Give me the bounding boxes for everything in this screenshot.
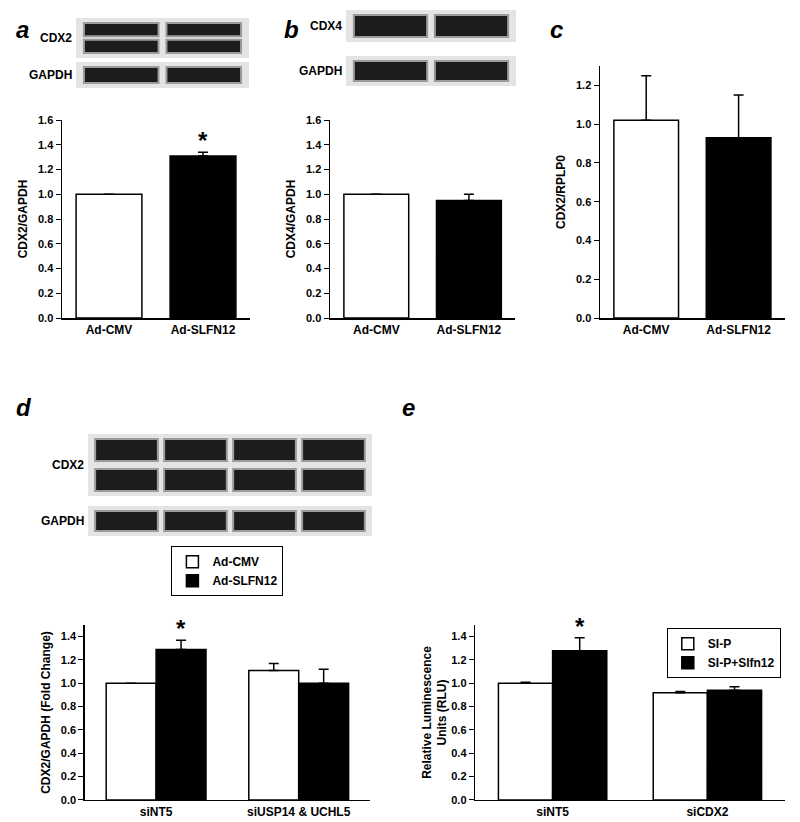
svg-text:0.0: 0.0 [451,794,466,806]
svg-text:1.6: 1.6 [38,114,53,126]
svg-text:1.0: 1.0 [38,188,53,200]
svg-text:0.4: 0.4 [38,262,54,274]
svg-text:CDX4: CDX4 [310,19,342,33]
svg-text:0.0: 0.0 [576,312,591,324]
svg-text:Ad-SLFN12: Ad-SLFN12 [171,323,236,337]
svg-text:1.0: 1.0 [306,188,321,200]
svg-text:0.8: 0.8 [306,213,321,225]
svg-text:*: * [176,615,186,642]
svg-text:0.8: 0.8 [576,157,591,169]
svg-text:siCDX2: siCDX2 [686,805,728,819]
svg-text:siNT5: siNT5 [536,805,569,819]
svg-text:0.0: 0.0 [38,312,53,324]
svg-text:d: d [16,394,32,421]
svg-text:1.6: 1.6 [306,114,321,126]
svg-text:1.4: 1.4 [306,139,322,151]
svg-text:Ad-SLFN12: Ad-SLFN12 [706,323,771,337]
svg-text:Ad-CMV: Ad-CMV [623,323,670,337]
svg-text:*: * [575,613,585,640]
svg-text:0.6: 0.6 [306,238,321,250]
svg-text:1.2: 1.2 [61,654,76,666]
svg-text:CDX2: CDX2 [52,458,84,472]
svg-text:Ad-SLFN12: Ad-SLFN12 [437,323,502,337]
svg-text:1.2: 1.2 [576,79,591,91]
svg-text:0.2: 0.2 [61,770,76,782]
svg-text:1.0: 1.0 [61,677,76,689]
svg-text:*: * [198,127,208,154]
svg-text:1.0: 1.0 [451,677,466,689]
svg-text:0.2: 0.2 [451,770,466,782]
svg-text:0.8: 0.8 [38,213,53,225]
svg-text:GAPDH: GAPDH [29,68,72,82]
svg-text:0.4: 0.4 [451,747,467,759]
svg-text:1.2: 1.2 [306,163,321,175]
svg-text:a: a [16,16,29,43]
svg-text:0.6: 0.6 [38,238,53,250]
svg-text:GAPDH: GAPDH [41,514,84,528]
svg-text:1.2: 1.2 [38,163,53,175]
svg-text:Ad-CMV: Ad-CMV [353,323,400,337]
svg-text:Ad-SLFN12: Ad-SLFN12 [212,574,277,588]
svg-text:0.2: 0.2 [576,273,591,285]
svg-text:CDX2/GAPDH (Fold Change): CDX2/GAPDH (Fold Change) [39,631,53,794]
svg-text:siUSP14 & UCHL5: siUSP14 & UCHL5 [247,805,351,819]
svg-text:CDX2: CDX2 [40,31,72,45]
svg-text:0.0: 0.0 [61,794,76,806]
svg-text:SI-P: SI-P [708,637,731,651]
svg-text:1.4: 1.4 [38,139,54,151]
svg-text:GAPDH: GAPDH [299,64,342,78]
svg-text:0.0: 0.0 [306,312,321,324]
svg-text:1.0: 1.0 [576,118,591,130]
svg-text:e: e [402,394,415,421]
svg-text:0.4: 0.4 [576,234,592,246]
svg-text:Relative LuminescenceUnits (RL: Relative LuminescenceUnits (RLU) [420,646,450,779]
svg-text:CDX2/GAPDH: CDX2/GAPDH [17,180,31,259]
svg-text:b: b [284,16,299,43]
svg-text:1.4: 1.4 [61,630,77,642]
svg-text:0.6: 0.6 [61,724,76,736]
svg-text:CDX4/GAPDH: CDX4/GAPDH [285,180,299,259]
svg-text:Ad-CMV: Ad-CMV [86,323,133,337]
svg-text:0.2: 0.2 [306,287,321,299]
svg-text:SI-P+Slfn12: SI-P+Slfn12 [708,656,775,670]
svg-text:Ad-CMV: Ad-CMV [212,555,259,569]
svg-text:0.6: 0.6 [451,724,466,736]
svg-text:0.8: 0.8 [61,700,76,712]
svg-text:0.4: 0.4 [306,262,322,274]
svg-text:0.2: 0.2 [38,287,53,299]
svg-text:0.8: 0.8 [451,700,466,712]
svg-text:1.4: 1.4 [451,630,467,642]
svg-text:0.4: 0.4 [61,747,77,759]
svg-text:1.2: 1.2 [451,654,466,666]
svg-text:c: c [550,16,563,43]
svg-text:0.6: 0.6 [576,196,591,208]
svg-text:CDX2/RPLP0: CDX2/RPLP0 [555,155,569,229]
svg-text:siNT5: siNT5 [140,805,173,819]
